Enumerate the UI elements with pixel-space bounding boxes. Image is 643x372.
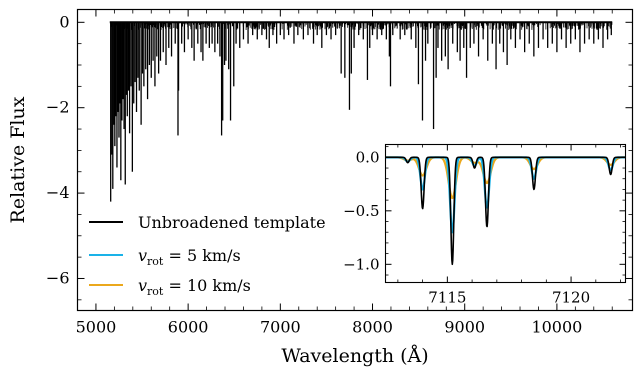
legend-item-vrot-10: vrot = 10 km/s <box>89 276 251 298</box>
y-tick-label: −4 <box>46 183 70 202</box>
y-tick-label: 0 <box>59 12 69 31</box>
inset-y-tick-label: −1.0 <box>343 255 379 273</box>
main-spectrum-line <box>109 21 613 202</box>
x-tick-label: 7000 <box>260 318 301 337</box>
x-tick-label: 5000 <box>76 318 117 337</box>
main-plot: 5000 6000 7000 8000 9000 10000 0 −2 −4 −6 Relativ… <box>7 8 634 367</box>
legend-label-vrot-5: vrot = 5 km/s <box>138 246 241 268</box>
y-tick-label: −2 <box>46 98 70 117</box>
legend: Unbroadened template vrot = 5 km/s vrot … <box>89 213 326 298</box>
main-axis-ticks: 5000 6000 7000 8000 9000 10000 0 −2 −4 −6 <box>46 9 633 337</box>
x-tick-label: 6000 <box>168 318 209 337</box>
main-plot-frame <box>76 8 634 312</box>
inset-y-tick-label: −0.5 <box>343 202 379 220</box>
inset-y-tick-label: 0.0 <box>356 148 380 166</box>
inset-line-unbroadened <box>385 156 626 266</box>
x-tick-label: 8000 <box>352 318 393 337</box>
y-tick-label: −6 <box>46 268 70 287</box>
inset-background <box>385 144 626 283</box>
x-tick-label: 10000 <box>531 318 582 337</box>
x-axis-label: Wavelength (Å) <box>281 345 428 367</box>
legend-label-vrot-10: vrot = 10 km/s <box>138 276 251 298</box>
inset-axis-ticks: 7115 7120 0.0 −0.5 −1.0 <box>343 144 626 307</box>
inset-plot-frame <box>384 143 627 284</box>
legend-item-unbroadened: Unbroadened template <box>89 213 326 232</box>
legend-label-unbroadened: Unbroadened template <box>138 213 326 232</box>
weak-absorption-lines <box>110 22 613 30</box>
legend-item-vrot-5: vrot = 5 km/s <box>89 246 241 268</box>
inset-x-tick-label: 7115 <box>428 289 466 307</box>
y-axis-label: Relative Flux <box>7 96 29 223</box>
inset-spectrum-lines <box>384 156 627 266</box>
x-tick-label: 9000 <box>444 318 485 337</box>
inset-plot: 7115 7120 0.0 −0.5 −1.0 <box>343 143 627 307</box>
inset-x-tick-label: 7120 <box>552 289 590 307</box>
